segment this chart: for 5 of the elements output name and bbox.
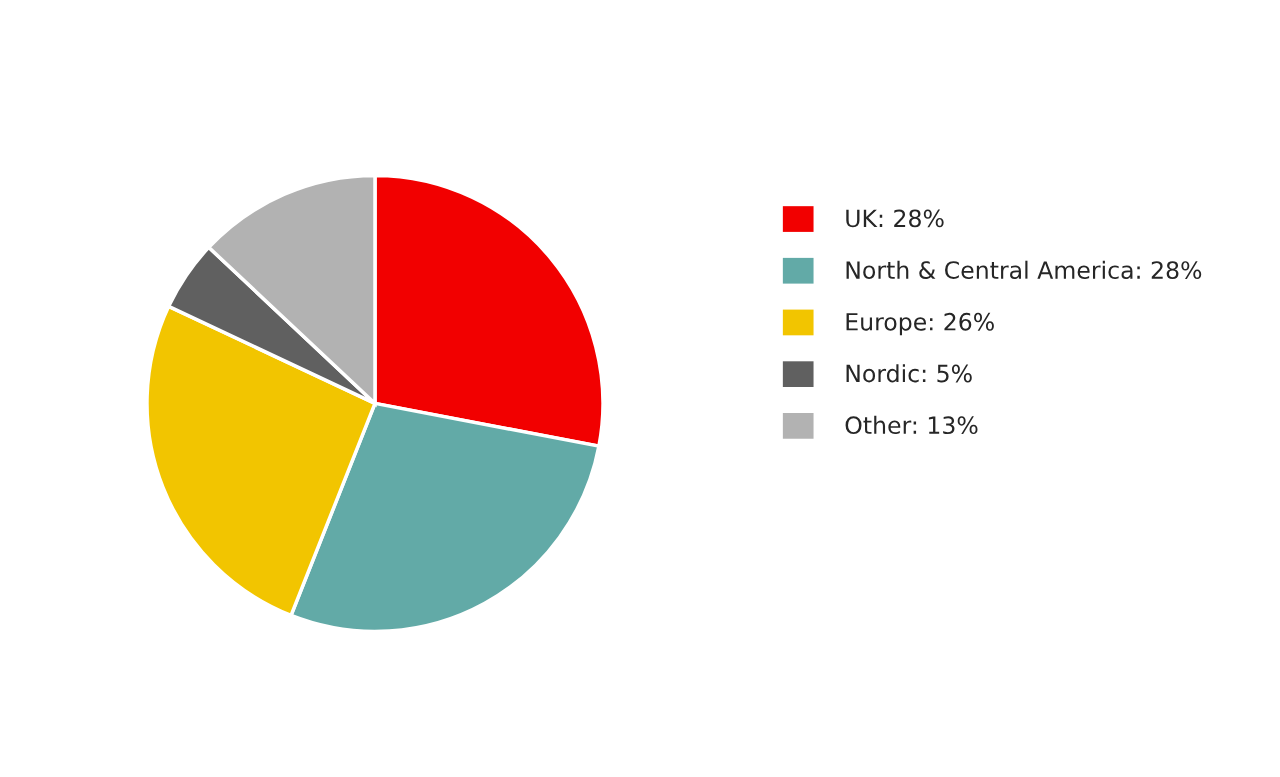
legend-label: Nordic: 5% [846,364,972,383]
legend-label: Europe: 26% [846,312,994,336]
legend-label: UK: 28% [846,209,944,228]
legend-label: North & Central America: 28% [846,260,1202,279]
legend-label: Other: 13% [845,415,978,435]
